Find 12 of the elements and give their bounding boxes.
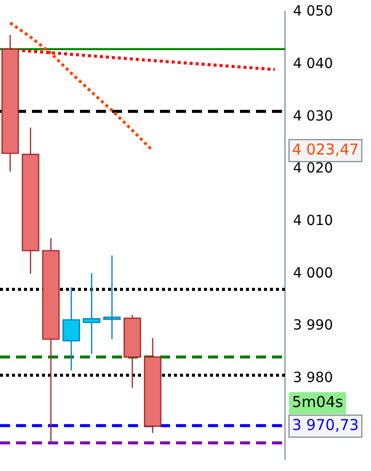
text: 4 023,47 [292,140,359,159]
y-tick-label: 3 980 [293,370,334,386]
line-series [8,21,154,152]
y-tick-label: 3 990 [293,318,334,334]
y-tick-label: 4 000 [293,265,334,282]
y-tick-label: 4 020 [293,160,334,177]
text: 5m04s [292,392,344,411]
y-tick-label: 4 050 [293,4,334,20]
text: 3 970,73 [292,416,359,434]
y-tick-label: 4 040 [293,56,334,72]
y-tick-label: 4 030 [293,108,334,124]
y-tick-label: 4 010 [293,213,334,230]
